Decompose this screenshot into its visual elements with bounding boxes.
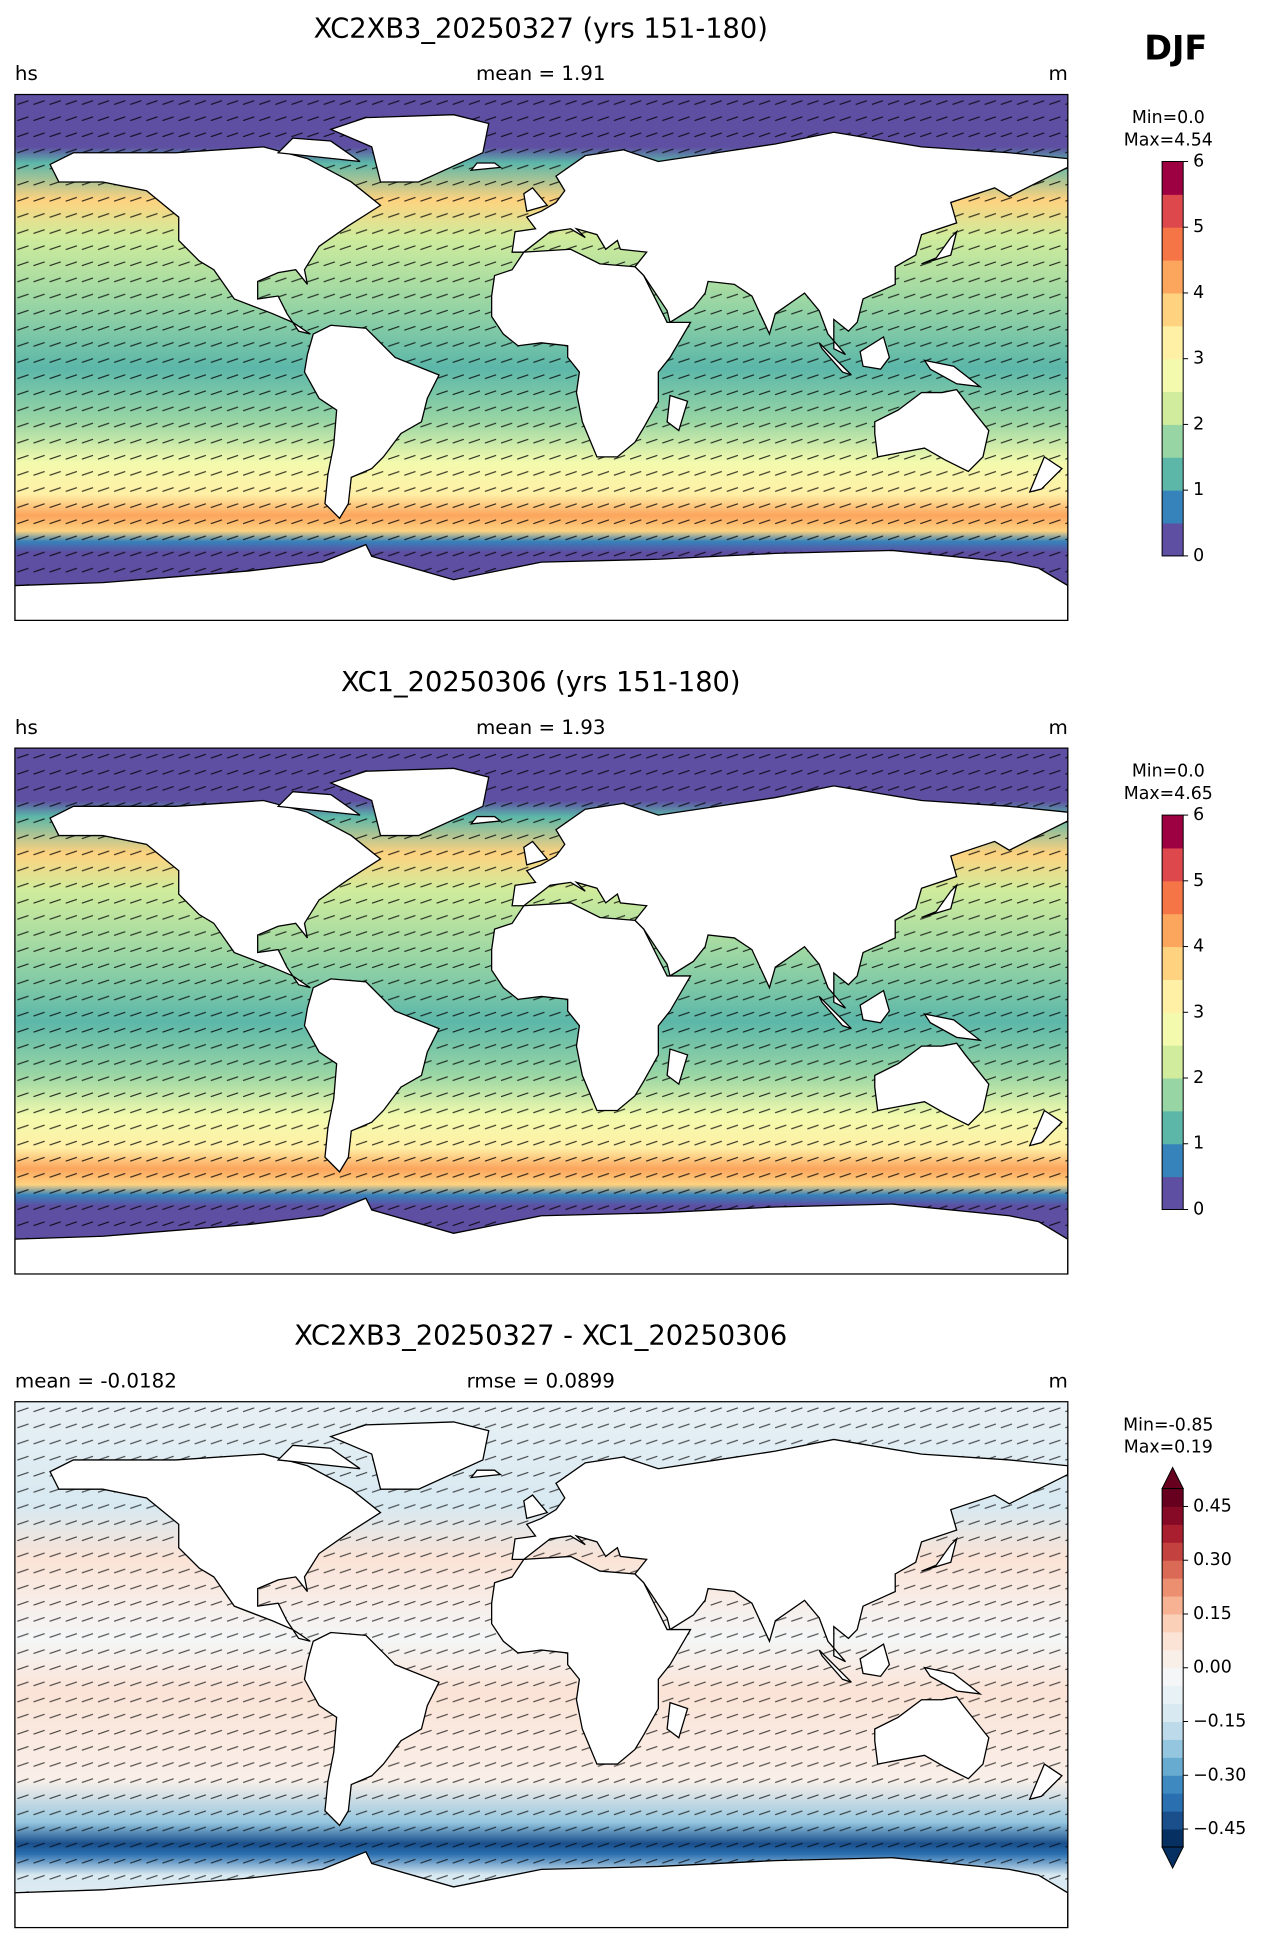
subtitle-left: mean = -0.0182 [15,1369,177,1392]
colorbar-level [1162,1757,1184,1776]
colorbar-tick-label: 3 [1193,349,1204,369]
colorbar-level [1162,815,1184,849]
colorbar-level [1162,161,1184,195]
max-label: Max=4.65 [1124,784,1213,804]
season-label: DJF [1144,28,1207,67]
colorbar-level [1162,1685,1184,1705]
subtitle-right: m [1049,716,1068,739]
colorbar-tick-label: 6 [1193,805,1204,825]
colorbar-level [1162,1721,1184,1740]
colorbar-level [1162,1488,1184,1507]
panel-title: XC1_20250306 (yrs 151-180) [341,667,741,698]
colorbar-level [1162,260,1184,294]
colorbar-level [1162,946,1184,980]
subtitle-left: hs [15,716,38,739]
colorbar-level [1162,1829,1184,1848]
colorbar-tick-label: 5 [1193,217,1204,237]
colorbar-level [1162,1578,1184,1597]
subtitle-center: mean = 1.93 [476,716,606,739]
colorbar-extend-top [1161,1466,1184,1490]
colorbar-level [1162,1631,1184,1651]
max-label: Max=0.19 [1124,1438,1213,1458]
colorbar-level [1162,1078,1184,1112]
colorbar-level [1162,979,1184,1013]
subtitle-left: hs [15,62,38,85]
colorbar-tick-label: 3 [1193,1002,1204,1022]
colorbar-tick-label: 2 [1193,1068,1204,1088]
colorbar-level [1162,880,1184,915]
panel-title: XC2XB3_20250327 (yrs 151-180) [314,14,768,45]
colorbar-tick-label: 4 [1193,283,1204,303]
colorbar-level [1162,1811,1184,1830]
colorbar-tick-label: 0.15 [1193,1604,1232,1624]
map-frame [14,747,1069,1275]
max-label: Max=4.54 [1124,130,1213,150]
map [15,748,1068,1274]
colorbar-level [1162,1045,1184,1079]
colorbar-level [1162,227,1184,261]
colorbar-level [1162,1506,1184,1525]
colorbar-level [1162,1560,1184,1579]
map [15,95,1068,621]
min-label: Min=-0.85 [1123,1415,1213,1435]
colorbar-level [1162,1176,1184,1210]
subtitle-right: m [1049,1369,1068,1392]
subtitle-center: mean = 1.91 [476,62,606,85]
map-frame [14,93,1069,621]
colorbar-level [1162,1542,1184,1561]
colorbar-level [1162,292,1184,327]
colorbar-level [1162,1649,1184,1669]
colorbar-level [1162,194,1184,228]
min-label: Min=0.0 [1132,108,1205,128]
colorbar-level [1162,523,1184,557]
colorbar-level [1162,1596,1184,1615]
colorbar-tick-label: −0.15 [1193,1712,1246,1732]
colorbar-tick-label: 2 [1193,414,1204,434]
panel-title: XC2XB3_20250327 - XC1_20250306 [294,1321,787,1352]
colorbar-level [1162,391,1184,425]
colorbar-tick-label: 0 [1193,1199,1204,1219]
map-frame [14,1401,1069,1929]
colorbar-level [1162,1703,1184,1723]
subtitle-center: rmse = 0.0899 [467,1369,615,1392]
colorbar-level [1162,490,1184,524]
colorbar-tick-label: 0 [1193,546,1204,566]
colorbar-tick-label: 1 [1193,1134,1204,1154]
colorbar-level [1162,1143,1184,1178]
colorbar-level [1162,424,1184,458]
colorbar-level [1162,1739,1184,1758]
colorbar-level [1162,325,1184,360]
colorbar-level [1162,1793,1184,1812]
colorbar-level [1162,358,1184,393]
colorbar-tick-label: 1 [1193,480,1204,500]
map [15,1402,1068,1928]
colorbar-tick-label: 0.30 [1193,1550,1232,1570]
colorbar-tick-label: −0.45 [1193,1819,1246,1839]
colorbar-tick-label: 6 [1193,151,1204,171]
colorbar-level [1162,457,1184,491]
min-label: Min=0.0 [1132,762,1205,782]
colorbar-level [1162,1667,1184,1687]
colorbar-level [1162,1110,1184,1145]
colorbar-level [1162,1613,1184,1633]
colorbar-level [1162,913,1184,948]
colorbar-level [1162,1012,1184,1046]
colorbar-level [1162,1775,1184,1794]
colorbar-tick-label: −0.30 [1193,1765,1246,1785]
colorbar-tick-label: 5 [1193,871,1204,891]
colorbar-tick-label: 4 [1193,937,1204,957]
colorbar-level [1162,847,1184,882]
colorbar-level [1162,1524,1184,1543]
colorbar-tick-label: 0.45 [1193,1496,1232,1516]
subtitle-right: m [1049,62,1068,85]
colorbar-extend-bottom [1161,1846,1184,1870]
colorbar-tick-label: 0.00 [1193,1658,1232,1678]
